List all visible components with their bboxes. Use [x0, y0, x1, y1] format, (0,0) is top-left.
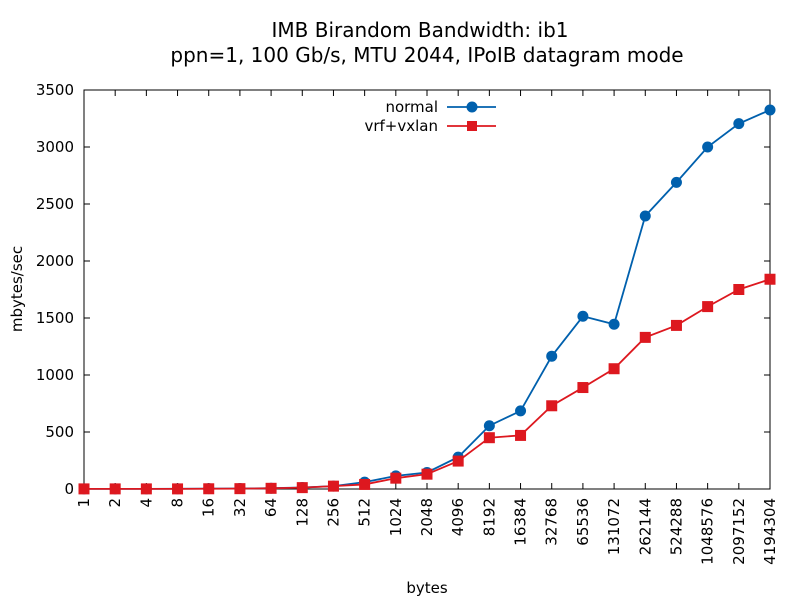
data-point-normal: [483, 420, 495, 432]
data-point-vrf-vxlan: [702, 301, 714, 313]
x-tick-label: 1024: [387, 498, 405, 536]
y-tick-label: 3500: [36, 81, 74, 99]
data-point-normal: [764, 104, 776, 116]
data-point-vrf-vxlan: [109, 483, 121, 495]
data-point-vrf-vxlan: [733, 284, 745, 295]
data-point-vrf-vxlan: [670, 319, 682, 331]
data-point-vrf-vxlan: [452, 455, 464, 467]
x-axis-label: bytes: [406, 579, 448, 597]
y-tick-label: 3000: [36, 138, 74, 156]
chart-subtitle: ppn=1, 100 Gb/s, MTU 2044, IPoIB datagra…: [170, 43, 683, 67]
x-tick-label: 512: [356, 498, 374, 527]
data-point-vrf-vxlan: [265, 482, 277, 494]
x-axis: 1 2 4 8 16 32 64 128 256 512 1024 2048 4096 8192 16384…: [75, 90, 779, 565]
data-point-vrf-vxlan: [296, 482, 308, 494]
data-point-normal: [515, 405, 527, 417]
data-point-normal: [733, 118, 745, 130]
x-tick-label: 8: [169, 498, 187, 508]
x-tick-label: 524288: [667, 498, 685, 555]
data-point-normal: [577, 310, 589, 322]
x-tick-label: 262144: [636, 498, 654, 555]
series-vrf-vxlan: [78, 273, 776, 495]
data-point-normal: [702, 141, 714, 153]
data-point-normal: [670, 176, 682, 188]
legend: normal vrf+vxlan: [364, 98, 496, 135]
data-point-vrf-vxlan: [577, 382, 589, 394]
x-tick-label: 16: [200, 498, 218, 517]
legend-label-normal: normal: [385, 98, 438, 116]
y-axis: 0 500 1000 1500 2000 2500 3000 3500: [36, 81, 770, 498]
x-tick-label: 1: [75, 498, 93, 508]
x-tick-label: 4: [137, 498, 155, 508]
x-tick-label: 65536: [574, 498, 592, 546]
data-point-vrf-vxlan: [78, 483, 90, 495]
legend-item-vrf-vxlan: vrf+vxlan: [364, 117, 496, 135]
legend-label-vrf-vxlan: vrf+vxlan: [364, 117, 438, 135]
x-tick-label: 4096: [449, 498, 467, 536]
data-point-vrf-vxlan: [359, 478, 371, 490]
data-point-normal: [608, 318, 620, 330]
data-point-vrf-vxlan: [483, 432, 495, 444]
series-line-vrf-vxlan: [84, 278, 771, 490]
data-point-vrf-vxlan: [515, 429, 527, 441]
x-tick-label: 4194304: [761, 498, 779, 565]
y-tick-label: 1500: [36, 309, 74, 327]
data-point-vrf-vxlan: [140, 483, 152, 495]
x-tick-label: 2048: [418, 498, 436, 536]
x-tick-label: 32768: [543, 498, 561, 546]
data-point-vrf-vxlan: [639, 331, 651, 343]
chart-title: IMB Birandom Bandwidth: ib1: [272, 18, 569, 42]
data-point-vrf-vxlan: [327, 480, 339, 492]
data-point-vrf-vxlan: [421, 468, 433, 480]
y-tick-label: 2500: [36, 195, 74, 213]
legend-marker-vrf-vxlan: [467, 121, 477, 131]
x-tick-label: 16384: [512, 498, 530, 546]
x-tick-label: 2: [106, 498, 124, 508]
data-point-vrf-vxlan: [203, 483, 215, 495]
data-point-vrf-vxlan: [172, 483, 184, 495]
data-point-vrf-vxlan: [546, 400, 558, 412]
legend-item-normal: normal: [385, 98, 496, 116]
x-tick-label: 128: [293, 498, 311, 527]
x-tick-label: 32: [231, 498, 249, 517]
data-point-vrf-vxlan: [764, 273, 776, 285]
plot-frame: [83, 89, 771, 490]
x-tick-label: 1048576: [699, 498, 717, 565]
y-tick-label: 500: [45, 423, 74, 441]
data-point-vrf-vxlan: [608, 363, 620, 375]
y-tick-label: 2000: [36, 252, 74, 270]
x-tick-label: 131072: [605, 498, 623, 555]
data-point-normal: [639, 210, 651, 222]
series-normal: [78, 104, 776, 495]
data-point-vrf-vxlan: [390, 472, 402, 484]
x-tick-label: 8192: [480, 498, 498, 536]
series-line-normal: [84, 109, 771, 490]
legend-marker-normal: [466, 101, 478, 113]
y-tick-label: 1000: [36, 366, 74, 384]
data-point-normal: [546, 350, 558, 362]
x-tick-label: 256: [324, 498, 342, 527]
y-axis-label: mbytes/sec: [8, 246, 26, 332]
x-tick-label: 2097152: [730, 498, 748, 565]
y-tick-label: 0: [64, 480, 74, 498]
series-layer: [78, 104, 776, 495]
data-point-vrf-vxlan: [234, 483, 246, 495]
x-tick-label: 64: [262, 498, 280, 517]
